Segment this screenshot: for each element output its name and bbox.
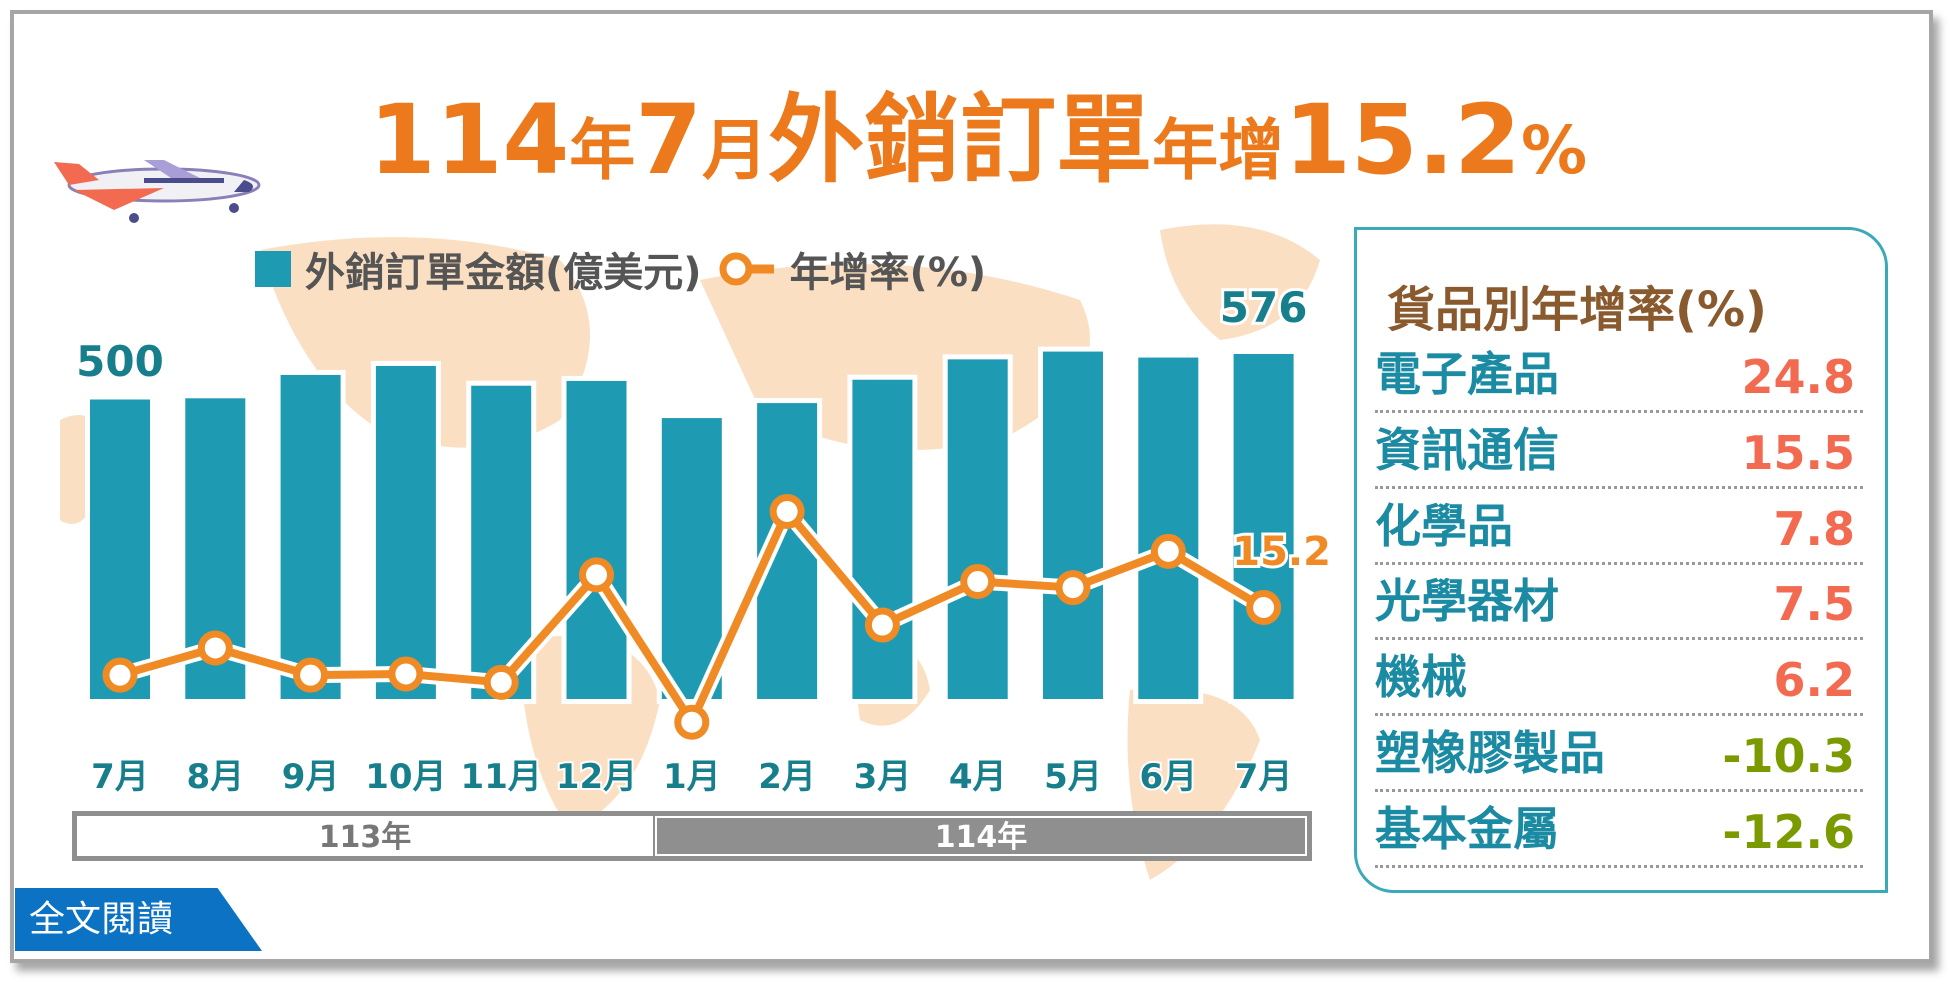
bar-12 [1233,353,1294,699]
growth-point-3 [388,656,424,692]
legend-line-marker-icon [719,252,774,286]
growth-point-6 [674,704,710,740]
product-name: 基本金屬 [1375,801,1559,856]
airplane-icon [54,160,261,223]
title-month-unit: 月 [702,112,769,189]
x-tick-label: 7月 [1235,757,1293,797]
year-group-1 [655,816,1307,856]
product-name: 光學器材 [1375,574,1559,629]
product-growth-value: 15.5 [1741,425,1856,480]
title-percent: % [1520,112,1588,189]
page-title: 114年7月外銷訂單年增15.2% [0,62,1956,201]
title-month: 7 [635,84,703,196]
legend-line-label: 年增率(%) [789,250,987,296]
product-row: 電子產品 24.8 [1375,340,1863,413]
x-tick-label: 1月 [663,757,721,797]
product-growth-value: -10.3 [1722,729,1855,783]
legend-bars-label: 外銷訂單金額(億美元) [305,250,702,296]
product-row: 光學器材 7.5 [1375,567,1863,641]
product-name: 電子產品 [1375,347,1559,401]
x-tick-label: 11月 [461,757,542,797]
x-tick-label: 3月 [854,757,912,797]
product-name: 塑橡膠製品 [1375,726,1605,780]
bar-0 [90,399,150,699]
product-row: 機械 6.2 [1375,643,1863,717]
bar-8 [852,379,913,699]
product-row: 基本金屬 -12.6 [1375,795,1863,868]
bar-5 [566,380,627,699]
growth-point-2 [293,657,329,693]
x-tick-label: 9月 [282,757,340,797]
growth-point-10 [1055,570,1091,606]
growth-point-11 [1150,533,1186,569]
title-year-unit: 年 [569,112,636,189]
product-growth-value: -12.6 [1722,804,1855,859]
product-growth-value: 7.5 [1773,577,1856,632]
x-tick-label: 8月 [186,757,244,797]
bar-2 [280,374,341,699]
panel-title: 貨品別年增率(%) [1387,282,1767,338]
title-subject: 外銷訂單 [768,84,1153,196]
product-growth-value: 24.8 [1741,350,1856,404]
legend-bar-swatch [255,251,291,287]
last-bar-value-label: 576 [1220,283,1308,332]
product-growth-panel: 貨品別年增率(%) 電子產品 24.8 資訊通信 15.5 化學品 7.8 光學器材 7.5 機… [1354,227,1888,893]
bar-6 [661,418,722,699]
product-name: 化學品 [1375,498,1513,553]
first-bar-value-label: 500 [76,337,164,386]
product-growth-value: 6.2 [1773,653,1856,708]
growth-point-1 [197,630,233,666]
bar-10 [1043,351,1103,699]
year-group-label: 114年 [935,820,1028,855]
x-tick-label: 10月 [365,757,446,797]
bar-4 [471,385,532,699]
bar-11 [1138,357,1199,699]
read-full-text-button[interactable]: 全文閱讀 [15,888,262,951]
x-tick-label: 12月 [556,757,637,797]
title-growth-value: 15.2 [1284,84,1521,196]
x-tick-label: 6月 [1139,757,1197,797]
product-row: 資訊通信 15.5 [1375,416,1863,489]
growth-point-8 [864,607,900,643]
last-point-value-label: 15.2 [1232,529,1331,575]
growth-point-4 [483,664,519,700]
growth-point-12 [1246,590,1282,625]
product-row: 塑橡膠製品 -10.3 [1375,719,1863,792]
x-tick-label: 2月 [758,757,816,797]
year-group-label: 113年 [319,820,412,855]
growth-point-0 [102,657,138,693]
product-name: 機械 [1375,650,1467,705]
bar-9 [947,359,1008,699]
x-tick-label: 4月 [949,757,1007,797]
chart-legend: 外銷訂單金額(億美元) 年增率(%) [255,240,986,298]
x-tick-label: 5月 [1044,757,1102,797]
growth-point-5 [579,557,614,593]
product-row: 化學品 7.8 [1375,492,1863,565]
product-name: 資訊通信 [1375,422,1559,477]
growth-point-9 [960,564,996,600]
year-group-0 [77,816,653,856]
x-tick-label: 7月 [91,757,149,797]
product-growth-value: 7.8 [1773,501,1856,556]
growth-point-7 [769,493,805,529]
export-orders-chart: 7月 8月 9月 10月 11月 12月 1月 2月 3月 4月 5月 6月 7月50057615.2 … [60,224,1331,880]
title-year: 114 [368,84,570,196]
title-growth-label: 年增 [1152,112,1285,189]
bar-3 [375,365,436,699]
